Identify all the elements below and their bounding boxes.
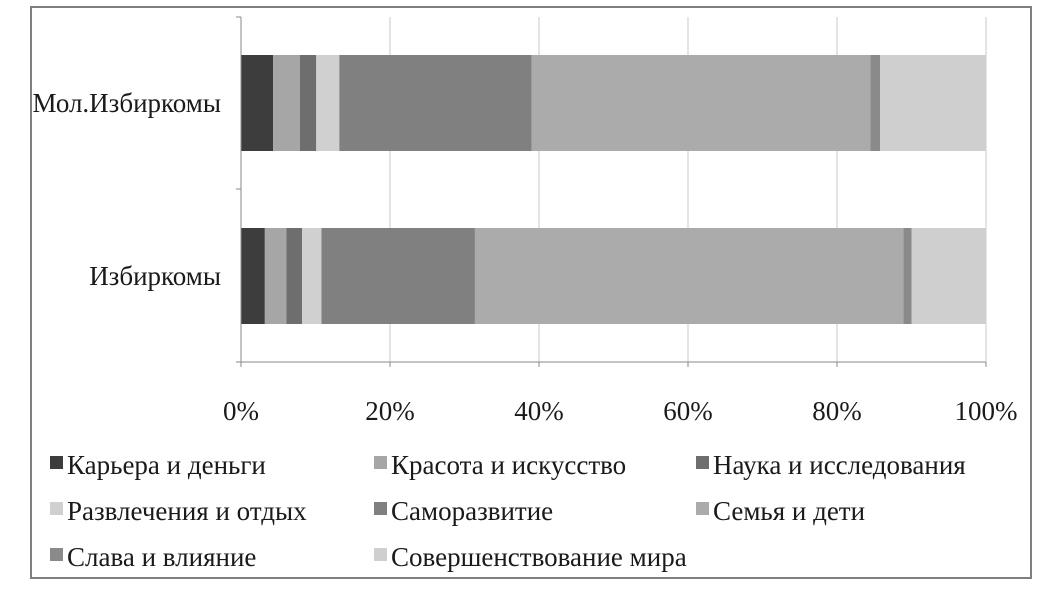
- legend-swatch: [374, 502, 387, 515]
- category-label: Мол.Избиркомы: [32, 88, 221, 118]
- legend-label: Карьера и деньги: [67, 450, 266, 480]
- bar-segment: [286, 228, 303, 324]
- bar-segment: [911, 228, 986, 324]
- axes: [236, 16, 987, 367]
- legend-label: Красота и искусство: [391, 450, 626, 480]
- legend-swatch: [696, 456, 709, 469]
- bar-segment: [321, 228, 475, 324]
- category-label: Избиркомы: [89, 261, 221, 291]
- bar-segment: [870, 55, 881, 151]
- x-tick-label: 60%: [663, 396, 713, 426]
- legend-swatch: [50, 548, 63, 561]
- x-tick-label: 80%: [812, 396, 862, 426]
- category-labels: Мол.Избиркомы Избиркомы: [32, 88, 221, 291]
- legend-swatch: [374, 548, 387, 561]
- legend-swatch: [696, 502, 709, 515]
- bar-segment: [264, 228, 287, 324]
- legend-label: Саморазвитие: [391, 496, 553, 526]
- x-tick-label: 20%: [365, 396, 415, 426]
- legend-swatch: [50, 502, 63, 515]
- legend-swatch: [50, 456, 63, 469]
- bar-segment: [302, 228, 322, 324]
- bar-segment: [339, 55, 532, 151]
- bars: [241, 55, 986, 324]
- x-tick-labels: 0% 20% 40% 60% 80% 100%: [223, 396, 1018, 426]
- legend-label: Развлечения и отдых: [67, 496, 307, 526]
- legend-swatch: [374, 456, 387, 469]
- bar-segment: [299, 55, 317, 151]
- x-tick-label: 100%: [955, 396, 1018, 426]
- legend-label: Семья и дети: [713, 496, 865, 526]
- legend-label: Слава и влияние: [67, 542, 256, 572]
- bar-segment: [474, 228, 904, 324]
- bar-segment: [273, 55, 300, 151]
- x-tick-label: 40%: [514, 396, 564, 426]
- legend-label: Наука и исследования: [713, 450, 966, 480]
- legend-label: Совершенствование мира: [391, 542, 687, 572]
- legend: Карьера и деньги Красота и искусство Наука…: [50, 450, 966, 572]
- bar-segment: [903, 228, 912, 324]
- x-tick-label: 0%: [223, 396, 259, 426]
- bar-segment: [241, 55, 274, 151]
- bar-segment: [316, 55, 340, 151]
- bar-segment: [880, 55, 986, 151]
- bar-segment: [241, 228, 265, 324]
- bar-segment: [531, 55, 871, 151]
